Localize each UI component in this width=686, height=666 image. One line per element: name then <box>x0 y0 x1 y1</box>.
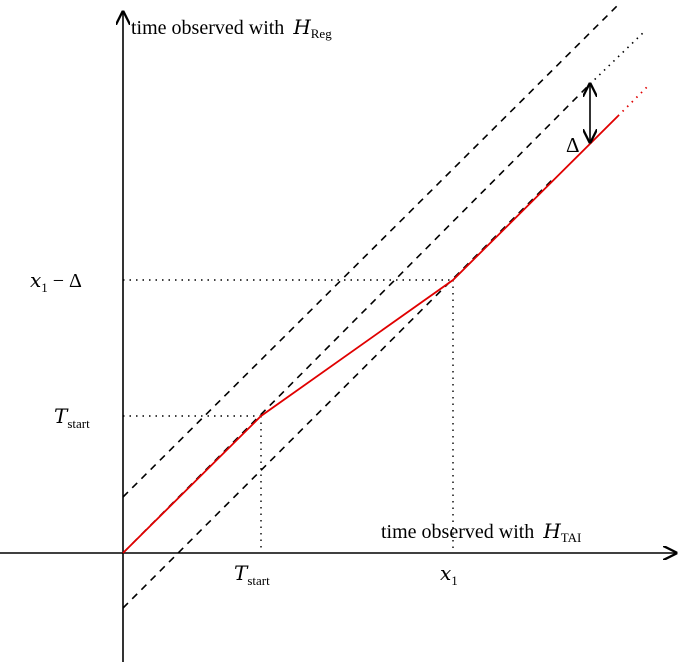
y-axis-label: time observed with HReg <box>131 15 332 41</box>
delta-offset-label: Δ <box>566 133 580 157</box>
y-tick-tstart: Tstart <box>54 404 90 431</box>
x-axis-label: time observed with HTAI <box>381 519 581 545</box>
y-axis-clock-symbol: H <box>292 15 311 39</box>
x-tick-x1: x1 <box>440 561 458 588</box>
x-axis-clock-symbol: H <box>542 519 561 543</box>
y-tick-x1-minus-delta: x1 − Δ <box>30 268 82 295</box>
middle-dotted-extension <box>589 29 647 85</box>
x-axis-clock-subscript: TAI <box>561 530 582 545</box>
observed-time-curve <box>122 115 619 554</box>
y-axis-clock-subscript: Reg <box>311 26 332 41</box>
lower-dashed-line <box>122 176 556 609</box>
x-tick-tstart: Tstart <box>234 561 270 588</box>
observed-time-curve-extension <box>617 85 649 117</box>
upper-dashed-line <box>122 4 619 498</box>
